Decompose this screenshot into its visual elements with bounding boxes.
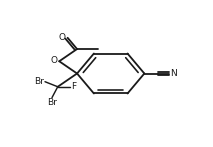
- Text: O: O: [59, 33, 66, 42]
- Text: O: O: [50, 56, 57, 65]
- Text: Br: Br: [34, 77, 44, 86]
- Text: Br: Br: [47, 98, 57, 107]
- Text: N: N: [170, 69, 177, 78]
- Text: F: F: [71, 82, 76, 91]
